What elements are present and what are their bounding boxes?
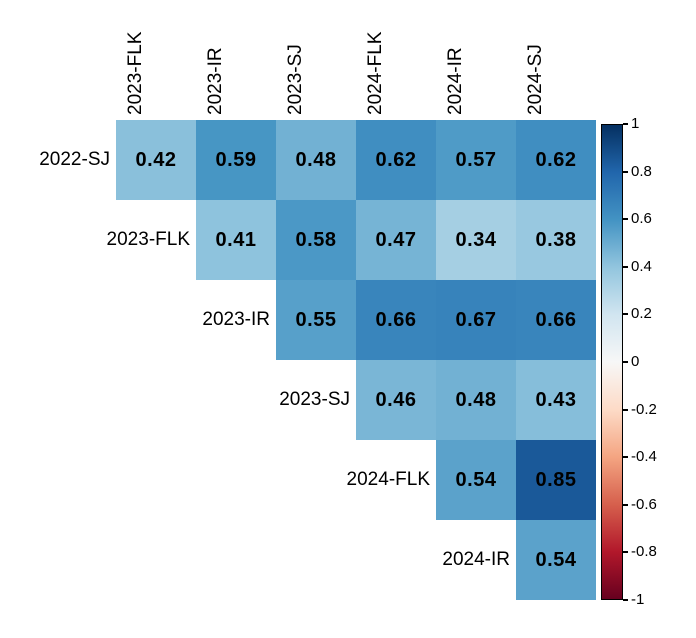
col-label-2024-IR: 2024-IR: [445, 47, 466, 115]
colorbar-tick: [623, 313, 628, 316]
row-label-2024-FLK: 2024-FLK: [346, 469, 430, 490]
matrix-cell-2023-FLK-2023-SJ: 0.58: [276, 200, 356, 280]
matrix-cell-2022-SJ-2024-SJ: 0.62: [516, 120, 596, 200]
col-label-2023-FLK: 2023-FLK: [125, 31, 146, 115]
matrix-cell-2023-IR-2023-SJ: 0.55: [276, 280, 356, 360]
colorbar-tick: [623, 599, 628, 601]
colorbar-tick-label: 0.6: [631, 210, 652, 228]
colorbar-tick: [623, 170, 628, 173]
colorbar-tick: [623, 456, 628, 459]
matrix-cell-2023-FLK-2023-IR: 0.41: [196, 200, 276, 280]
col-label-2023-IR: 2023-IR: [205, 47, 226, 115]
matrix-cell-2023-FLK-2024-FLK: 0.47: [356, 200, 436, 280]
matrix-cell-2023-SJ-2024-IR: 0.48: [436, 360, 516, 440]
matrix-cell-2024-FLK-2024-SJ: 0.85: [516, 440, 596, 520]
colorbar-tick-label: 0.2: [631, 305, 652, 323]
matrix-cell-2024-IR-2024-SJ: 0.54: [516, 520, 596, 600]
matrix-cell-2022-SJ-2023-SJ: 0.48: [276, 120, 356, 200]
colorbar-tick-label: -0.6: [631, 495, 657, 513]
colorbar-tick-label: -0.8: [631, 543, 657, 561]
colorbar-tick-label: 0.8: [631, 162, 652, 180]
matrix-cell-2022-SJ-2023-IR: 0.59: [196, 120, 276, 200]
row-label-2023-IR: 2023-IR: [202, 309, 270, 330]
row-label-2022-SJ: 2022-SJ: [39, 149, 110, 170]
colorbar-tick: [623, 123, 628, 125]
matrix-cell-2023-SJ-2024-SJ: 0.43: [516, 360, 596, 440]
colorbar-gradient: [601, 124, 623, 600]
colorbar-tick-label: 0.4: [631, 257, 652, 275]
col-label-2024-SJ: 2024-SJ: [525, 44, 546, 115]
row-label-2023-SJ: 2023-SJ: [279, 389, 350, 410]
row-label-2024-IR: 2024-IR: [442, 549, 510, 570]
matrix-cell-2023-FLK-2024-SJ: 0.38: [516, 200, 596, 280]
colorbar-tick-label: -0.2: [631, 400, 657, 418]
matrix-cell-2022-SJ-2023-FLK: 0.42: [116, 120, 196, 200]
colorbar-tick-label: 0: [631, 353, 640, 370]
matrix-cell-2024-FLK-2024-IR: 0.54: [436, 440, 516, 520]
col-label-2024-FLK: 2024-FLK: [365, 31, 386, 115]
matrix-cell-2022-SJ-2024-IR: 0.57: [436, 120, 516, 200]
matrix-cell-2023-SJ-2024-FLK: 0.46: [356, 360, 436, 440]
matrix-cell-2023-IR-2024-SJ: 0.66: [516, 280, 596, 360]
colorbar-tick-label: 1: [631, 115, 640, 132]
matrix-cell-2023-IR-2024-FLK: 0.66: [356, 280, 436, 360]
matrix-cell-2023-FLK-2024-IR: 0.34: [436, 200, 516, 280]
colorbar-tick: [623, 503, 628, 506]
colorbar-tick: [623, 551, 628, 554]
col-label-2023-SJ: 2023-SJ: [285, 44, 306, 115]
colorbar-tick: [623, 361, 628, 363]
colorbar-tick-label: -1: [631, 591, 645, 608]
colorbar-tick: [623, 408, 628, 411]
matrix-cell-2022-SJ-2024-FLK: 0.62: [356, 120, 436, 200]
row-label-2023-FLK: 2023-FLK: [106, 229, 190, 250]
colorbar-tick: [623, 218, 628, 221]
matrix-cell-2023-IR-2024-IR: 0.67: [436, 280, 516, 360]
colorbar-tick-label: -0.4: [631, 448, 657, 466]
colorbar-tick: [623, 265, 628, 268]
